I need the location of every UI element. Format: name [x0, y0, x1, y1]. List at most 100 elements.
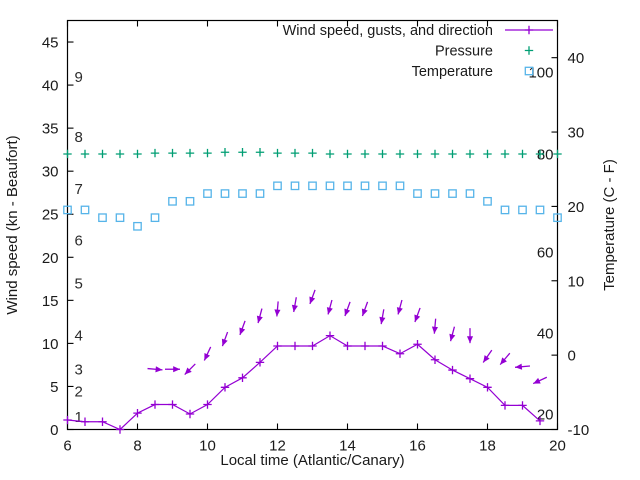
data-point-marker [465, 149, 475, 159]
y2-tick-label: 20 [568, 199, 585, 216]
data-point-marker [524, 25, 534, 35]
data-point-marker [203, 400, 212, 409]
data-point-marker [98, 149, 107, 159]
data-point-marker [325, 181, 335, 191]
data-point-marker [220, 383, 230, 392]
data-point-marker [448, 365, 457, 375]
data-point-marker [273, 148, 282, 158]
beaufort-label: 5 [75, 276, 83, 293]
data-point-marker [98, 417, 107, 426]
y-tick-label: 45 [42, 35, 59, 52]
legend-marker-0 [524, 25, 534, 35]
data-point-marker [203, 148, 212, 158]
data-point-marker [168, 400, 177, 409]
data-point-marker [378, 149, 387, 159]
beaufort-label: 1 [75, 409, 83, 426]
data-point-marker [273, 341, 282, 351]
wind-direction-arrow-head [414, 314, 421, 323]
data-point-marker [500, 205, 510, 215]
data-point-marker [115, 425, 125, 434]
data-point-marker [518, 401, 527, 410]
wind-direction-arrow-head [274, 309, 281, 317]
y-tick-label: 0 [50, 422, 58, 439]
beaufort-label: 4 [75, 327, 83, 344]
wind-direction-arrow-head [396, 307, 403, 315]
plot-frame [66, 19, 559, 431]
data-point-marker [535, 205, 545, 215]
data-point-marker [325, 331, 335, 340]
y2-tick-label: 40 [568, 50, 585, 67]
beaufort-label: 3 [75, 362, 83, 379]
data-point-marker [524, 46, 534, 55]
data-point-marker [413, 189, 422, 198]
fahrenheit-label: 80 [537, 146, 554, 163]
y2-tick-label: 30 [568, 125, 585, 142]
data-point-marker [63, 149, 72, 159]
wind-direction-arrow-head [239, 327, 246, 335]
data-point-marker [343, 181, 352, 191]
x-tick-label: 10 [199, 438, 216, 455]
fahrenheit-label: 40 [537, 326, 554, 343]
y-tick-label: 40 [42, 78, 59, 95]
wind-direction-arrow-head [256, 315, 263, 324]
beaufort-label: 7 [75, 181, 83, 198]
y-tick-label: 35 [42, 121, 59, 138]
data-point-marker [413, 340, 422, 349]
beaufort-label: 8 [75, 129, 83, 146]
data-point-marker [168, 196, 177, 206]
data-point-marker [255, 148, 265, 157]
data-point-marker [430, 355, 440, 364]
data-point-marker [185, 409, 195, 419]
data-point-marker [150, 213, 160, 223]
data-point-marker [343, 341, 352, 351]
wind-direction-arrow-head [449, 333, 456, 342]
data-point-marker [483, 149, 492, 159]
data-point-marker [483, 383, 492, 392]
data-point-marker [220, 189, 230, 198]
wind-direction-arrow-head [344, 308, 351, 316]
data-point-marker [413, 149, 422, 159]
series-pressure [63, 148, 562, 159]
y-tick-label: 5 [50, 379, 58, 396]
wind-direction-arrow-head [500, 357, 507, 365]
data-point-marker [115, 149, 125, 159]
data-point-marker [63, 205, 72, 215]
data-point-marker [308, 341, 317, 351]
data-point-marker [395, 181, 405, 191]
beaufort-label: 2 [75, 383, 83, 400]
wind-direction-arrow-head [184, 367, 192, 375]
data-point-marker [535, 416, 545, 426]
wind-direction-arrow-head [533, 377, 541, 384]
wind-direction-arrow-head [155, 366, 163, 373]
data-point-marker [290, 181, 300, 191]
wind-direction-arrow-head [483, 355, 490, 363]
y-tick-label: 30 [42, 164, 59, 181]
data-point-marker [80, 417, 90, 426]
data-point-marker [290, 148, 300, 158]
data-point-marker [203, 189, 212, 198]
x-axis-title: Local time (Atlantic/Canary) [220, 452, 404, 469]
wind-direction-arrow-head [431, 326, 438, 334]
wind-direction-arrow-head [379, 316, 386, 325]
data-point-marker [378, 181, 387, 191]
data-point-marker [238, 148, 247, 157]
data-point-marker [98, 213, 107, 223]
x-tick-label: 8 [133, 438, 141, 455]
data-point-marker [80, 205, 90, 215]
data-point-marker [343, 149, 352, 159]
data-point-marker [518, 205, 527, 215]
wind-direction-arrow-head [221, 338, 228, 347]
data-point-marker [360, 181, 370, 191]
data-point-marker [378, 341, 387, 351]
x-tick-label: 12 [269, 438, 286, 455]
data-point-marker [325, 149, 335, 159]
series-gusts-arrow-anchor [147, 289, 548, 385]
wind-direction-arrow-head [361, 308, 368, 316]
data-point-marker [133, 149, 142, 159]
fahrenheit-label: 100 [528, 65, 553, 82]
wind-direction-arrow-head [204, 353, 210, 361]
data-point-marker [448, 149, 457, 159]
y-tick-label: 25 [42, 207, 59, 224]
